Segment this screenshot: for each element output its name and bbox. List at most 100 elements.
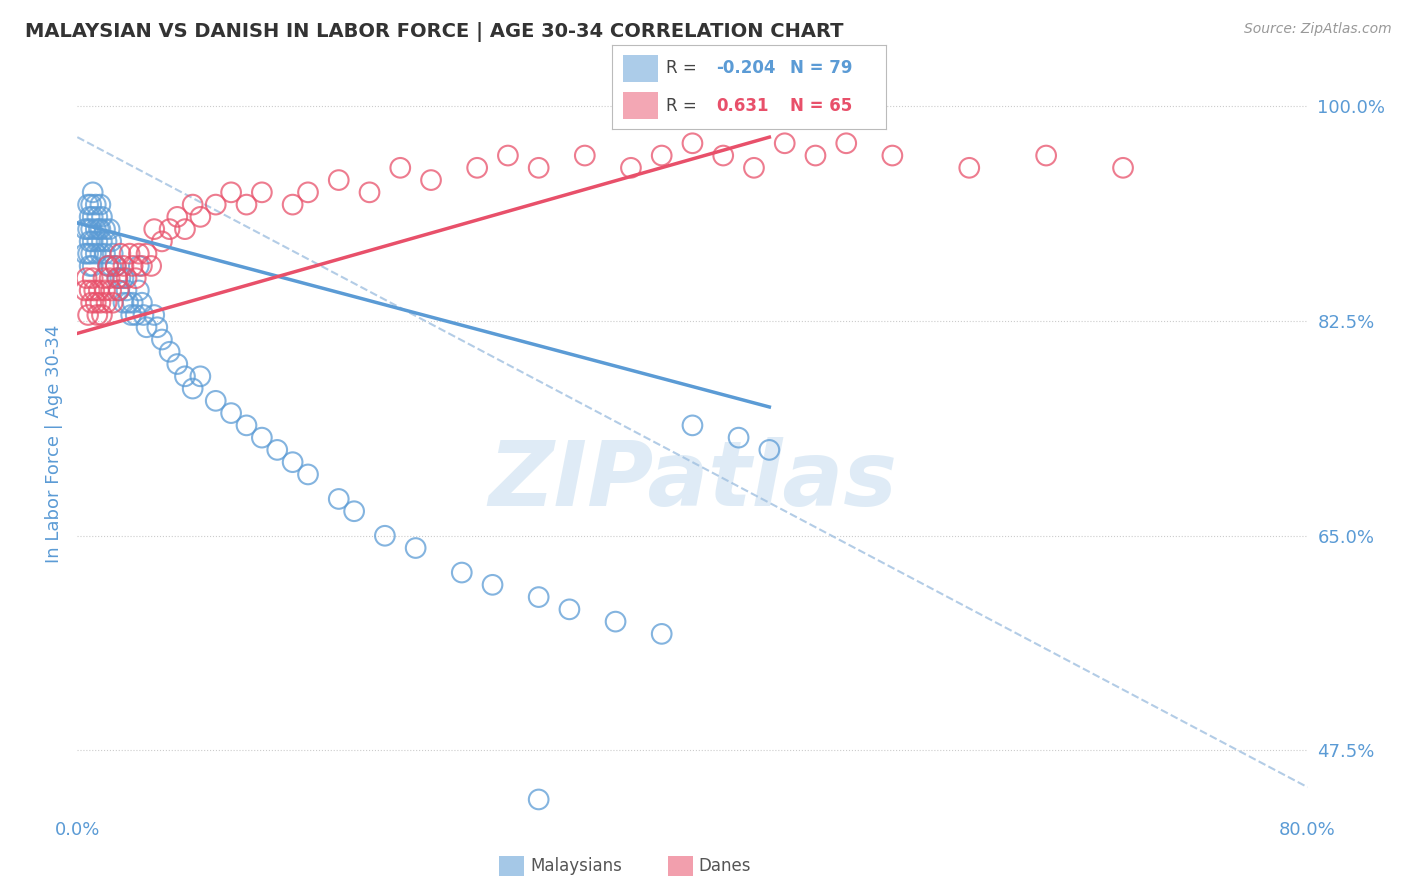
Point <box>758 442 780 457</box>
Point <box>235 197 257 211</box>
Point <box>143 222 166 236</box>
Point <box>101 246 124 260</box>
Point <box>76 271 98 285</box>
Point <box>159 222 181 236</box>
Point <box>131 259 153 273</box>
Point <box>281 197 304 211</box>
Point <box>125 308 148 322</box>
Point <box>188 369 212 384</box>
Point <box>90 210 114 224</box>
Point <box>250 186 273 200</box>
Point <box>128 246 150 260</box>
Point <box>115 271 138 285</box>
Point <box>328 491 350 506</box>
Point <box>835 136 858 151</box>
Point <box>957 161 980 175</box>
Text: R =: R = <box>666 96 703 114</box>
Point <box>82 210 104 224</box>
Point <box>574 148 596 162</box>
Point <box>77 308 100 322</box>
Point <box>450 566 472 580</box>
Point <box>181 197 204 211</box>
Text: MALAYSIAN VS DANISH IN LABOR FORCE | AGE 30-34 CORRELATION CHART: MALAYSIAN VS DANISH IN LABOR FORCE | AGE… <box>25 22 844 42</box>
Point <box>112 295 135 310</box>
Point <box>97 259 120 273</box>
Point <box>128 284 150 298</box>
Point <box>80 295 103 310</box>
Text: ZIPatlas: ZIPatlas <box>488 436 897 524</box>
Text: N = 79: N = 79 <box>790 60 852 78</box>
Point <box>86 235 108 249</box>
Point <box>98 271 121 285</box>
Point <box>94 284 117 298</box>
Point <box>166 210 188 224</box>
Point <box>79 210 101 224</box>
Point <box>89 295 111 310</box>
FancyBboxPatch shape <box>623 54 658 82</box>
Point <box>77 197 100 211</box>
Point <box>80 246 103 260</box>
Point <box>94 222 117 236</box>
Point <box>181 382 204 396</box>
Point <box>804 148 827 162</box>
Point <box>343 504 366 518</box>
Point <box>73 284 96 298</box>
Point <box>141 259 163 273</box>
Point <box>94 246 117 260</box>
Point <box>84 222 107 236</box>
Point <box>465 161 488 175</box>
Point <box>135 320 157 334</box>
Point <box>682 418 704 433</box>
Point <box>87 284 110 298</box>
Point <box>481 578 503 592</box>
Point <box>73 222 96 236</box>
Point <box>359 186 381 200</box>
Point <box>89 197 111 211</box>
Point <box>100 284 122 298</box>
Point <box>651 148 673 162</box>
Point <box>1112 161 1135 175</box>
Point <box>1035 148 1057 162</box>
Point <box>86 308 108 322</box>
Point <box>146 320 169 334</box>
Point <box>235 418 257 433</box>
Point <box>281 455 304 469</box>
Point <box>250 431 273 445</box>
Point <box>110 271 132 285</box>
Point <box>90 235 114 249</box>
Point <box>174 369 197 384</box>
Point <box>87 222 110 236</box>
Point <box>100 235 122 249</box>
Point <box>89 246 111 260</box>
Point <box>405 541 427 555</box>
Point <box>120 308 142 322</box>
Point <box>219 406 242 420</box>
Point <box>266 442 288 457</box>
Point <box>89 222 111 236</box>
Text: Danes: Danes <box>699 857 751 875</box>
Point <box>121 259 143 273</box>
Point <box>112 259 135 273</box>
Point <box>651 627 673 641</box>
Point <box>100 259 122 273</box>
Y-axis label: In Labor Force | Age 30-34: In Labor Force | Age 30-34 <box>45 325 63 563</box>
Point <box>682 136 704 151</box>
Point <box>80 197 103 211</box>
Point <box>84 246 107 260</box>
Point <box>125 271 148 285</box>
Point <box>166 357 188 371</box>
Point <box>496 148 519 162</box>
Point <box>742 161 765 175</box>
Point <box>83 284 105 298</box>
Point <box>105 271 128 285</box>
Point <box>82 271 104 285</box>
Point <box>86 210 108 224</box>
Point <box>108 284 131 298</box>
Point <box>118 246 141 260</box>
Point <box>143 308 166 322</box>
Point <box>79 284 101 298</box>
Point <box>97 259 120 273</box>
Point <box>135 246 157 260</box>
Point <box>297 467 319 482</box>
Point <box>527 161 550 175</box>
